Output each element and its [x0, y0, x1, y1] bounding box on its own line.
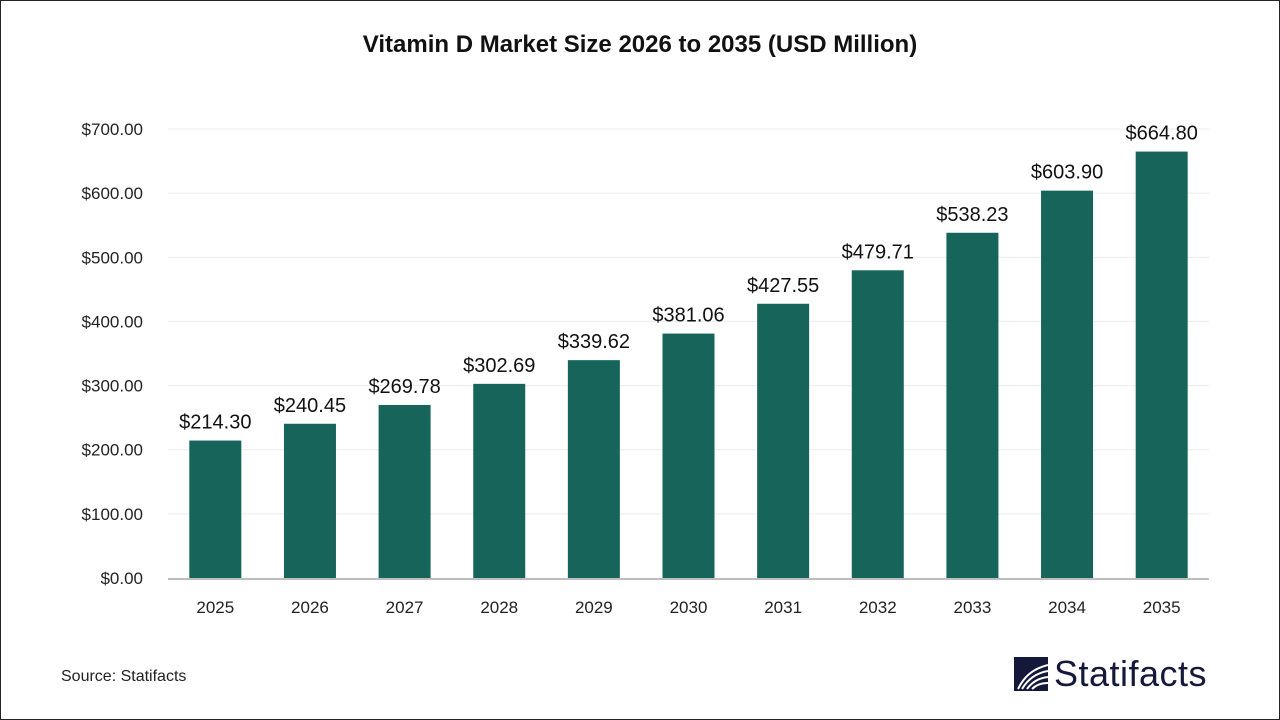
- x-tick-label: 2025: [196, 598, 234, 617]
- x-tick-label: 2026: [291, 598, 329, 617]
- bar: [1041, 190, 1094, 578]
- data-label: $339.62: [558, 331, 630, 353]
- bar: [662, 333, 715, 578]
- x-tick-label: 2033: [953, 598, 991, 617]
- y-tick-label: $300.00: [82, 377, 143, 396]
- bar: [757, 303, 810, 578]
- x-tick-label: 2027: [386, 598, 424, 617]
- bar: [283, 423, 336, 578]
- data-label: $479.71: [842, 241, 914, 263]
- data-label: $664.80: [1126, 123, 1198, 145]
- data-label: $603.90: [1031, 162, 1103, 184]
- data-label: $240.45: [274, 395, 346, 417]
- y-tick-label: $100.00: [82, 505, 143, 524]
- logo-text: Statifacts: [1054, 653, 1208, 694]
- bar: [1135, 151, 1188, 578]
- data-label: $538.23: [936, 204, 1008, 226]
- x-tick-label: 2034: [1048, 598, 1086, 617]
- data-label: $302.69: [463, 355, 535, 377]
- x-tick-label: 2035: [1143, 598, 1181, 617]
- x-tick-label: 2028: [480, 598, 518, 617]
- data-label: $269.78: [368, 376, 440, 398]
- data-label: $427.55: [747, 275, 819, 297]
- statifacts-logo-icon: [1014, 657, 1048, 691]
- bar: [189, 440, 242, 578]
- bar: [946, 232, 999, 578]
- bar: [473, 383, 526, 578]
- data-label: $214.30: [179, 412, 251, 434]
- y-tick-label: $500.00: [82, 248, 143, 267]
- x-tick-label: 2029: [575, 598, 613, 617]
- y-tick-label: $0.00: [100, 569, 143, 588]
- x-tick-label: 2030: [670, 598, 708, 617]
- x-tick-label: 2031: [764, 598, 802, 617]
- y-tick-label: $600.00: [82, 184, 143, 203]
- bar: [851, 270, 904, 578]
- y-tick-label: $400.00: [82, 312, 143, 331]
- bar: [378, 404, 431, 578]
- y-tick-label: $700.00: [82, 120, 143, 139]
- data-label: $381.06: [652, 305, 724, 327]
- bar: [567, 360, 620, 578]
- source-note: Source: Statifacts: [61, 668, 187, 685]
- y-tick-label: $200.00: [82, 441, 143, 460]
- statifacts-logo: Statifacts: [1014, 653, 1207, 695]
- chart-title: Vitamin D Market Size 2026 to 2035 (USD …: [362, 31, 918, 58]
- x-tick-label: 2032: [859, 598, 897, 617]
